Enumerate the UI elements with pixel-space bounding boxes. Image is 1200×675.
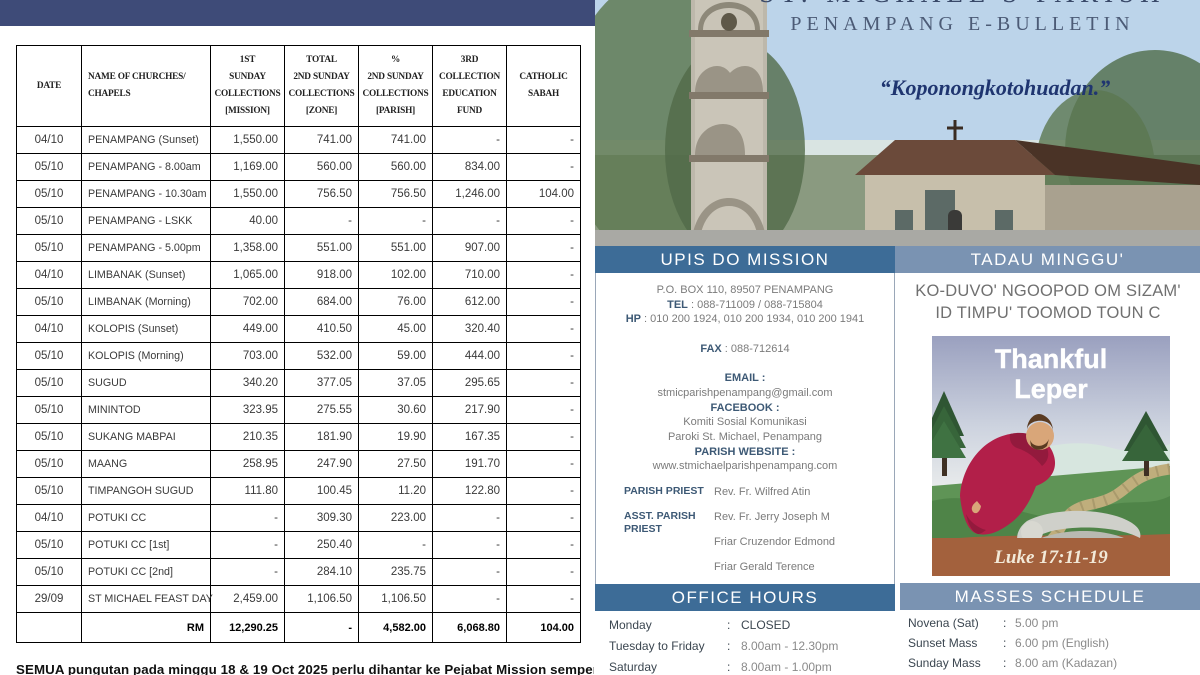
svg-text:Thankful: Thankful xyxy=(995,344,1108,374)
svg-text:Luke 17:11-19: Luke 17:11-19 xyxy=(993,547,1108,568)
svg-text:Leper: Leper xyxy=(1014,374,1088,404)
